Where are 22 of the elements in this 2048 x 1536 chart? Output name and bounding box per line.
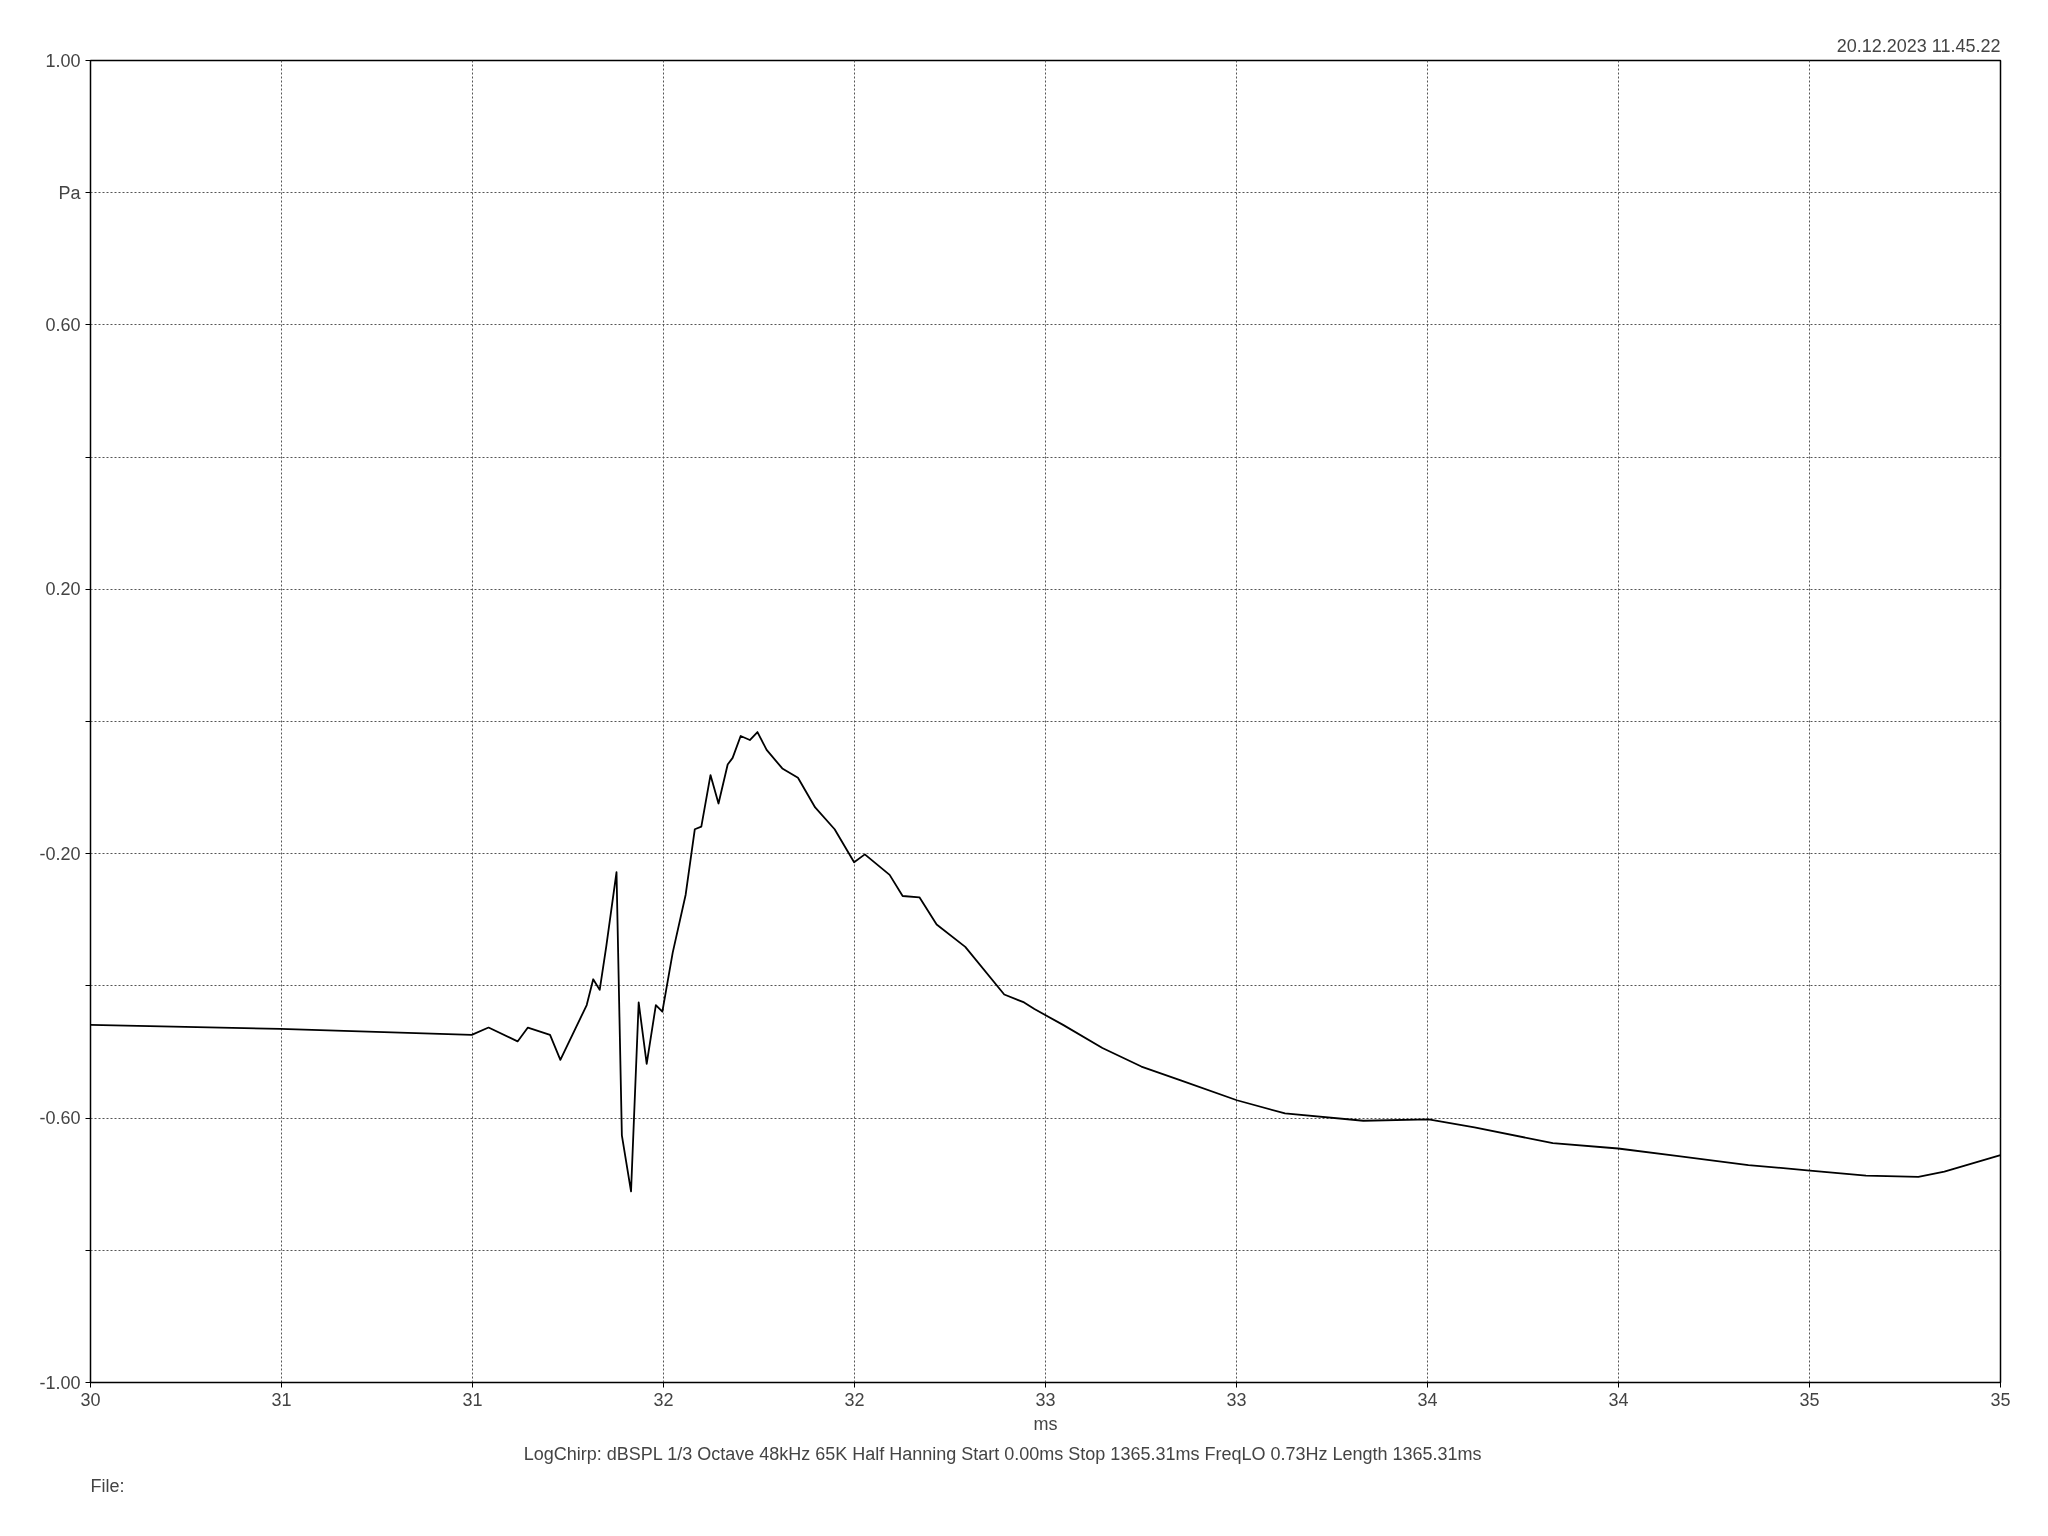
x-axis-title: ms — [1033, 1413, 1058, 1434]
x-tick-label: 30 — [80, 1389, 101, 1410]
x-tick-label: 32 — [653, 1389, 674, 1410]
x-tick-label: 34 — [1608, 1389, 1629, 1410]
y-tick-label: 0.60 — [45, 314, 81, 335]
x-tick-label: 31 — [271, 1389, 292, 1410]
y-tick-label: 0.20 — [45, 579, 81, 600]
text: LogChirp: dBSPL 1/3 Octave 48kHz 65K Half Hanning Start 0.00ms Stop 1365.31ms FreqLO 0.73Hz Length 1365.31ms — [523, 1443, 1482, 1464]
text: 20.12.2023 11.45.22 — [1836, 35, 2001, 56]
x-tick-label: 33 — [1226, 1389, 1247, 1410]
y-tick-label: 1.00 — [45, 50, 81, 71]
x-tick-label: 35 — [1799, 1389, 1820, 1410]
text: File: — [90, 1475, 125, 1496]
x-tick-label: 32 — [844, 1389, 865, 1410]
x-tick-label: 35 — [1990, 1389, 2011, 1410]
x-tick-label: 34 — [1417, 1389, 1438, 1410]
x-tick-label: 31 — [462, 1389, 483, 1410]
y-tick-label: Pa — [58, 182, 82, 203]
y-tick-label: -1.00 — [39, 1372, 81, 1393]
y-tick-label: -0.60 — [39, 1108, 81, 1129]
y-tick-label: -0.20 — [39, 843, 81, 864]
x-tick-label: 33 — [1035, 1389, 1056, 1410]
